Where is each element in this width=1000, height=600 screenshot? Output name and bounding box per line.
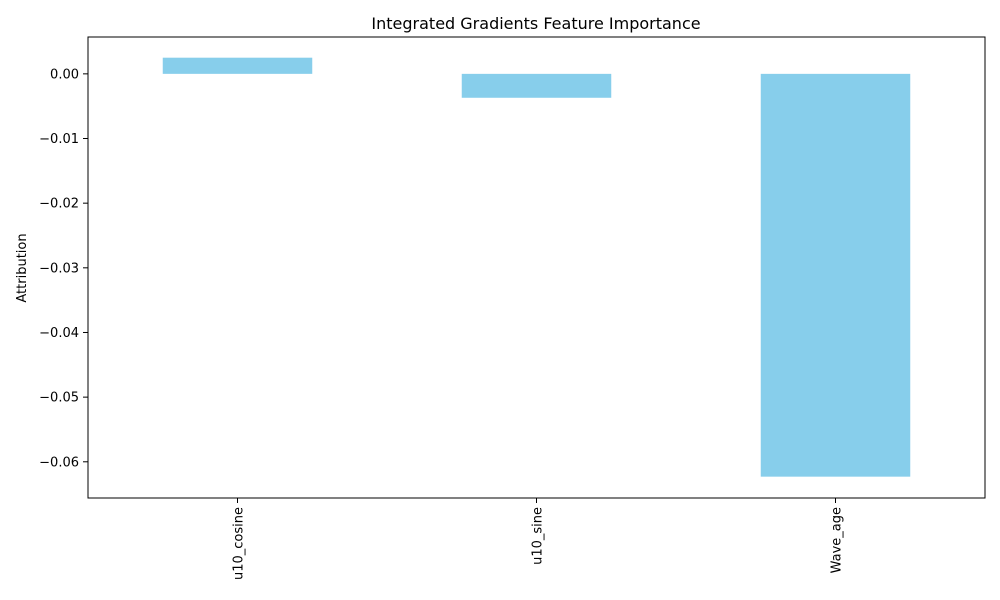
plot-frame (87, 36, 986, 499)
bar-u10_cosine (162, 57, 313, 74)
bar-Wave_age (760, 73, 911, 477)
y-axis-label: Attribution (15, 233, 30, 302)
y-tick-label: −0.01 (39, 132, 79, 147)
y-tick-label: −0.04 (39, 326, 79, 341)
y-tick-label: −0.03 (39, 261, 79, 276)
y-ticks-group: 0.00 −0.01 −0.02 −0.03 −0.04 −0.05 −0.06 (39, 67, 88, 470)
bar-u10_sine (461, 73, 612, 98)
x-ticks-group: u10_cosine u10_sine Wave_age (232, 498, 845, 580)
y-tick-label: 0.00 (50, 67, 79, 82)
chart-title: Integrated Gradients Feature Importance (371, 14, 700, 33)
y-tick-label: −0.06 (39, 455, 79, 470)
bars-group (162, 57, 911, 477)
x-tick-label: Wave_age (830, 507, 845, 573)
x-tick-label: u10_cosine (232, 507, 247, 580)
x-tick-label: u10_sine (531, 507, 546, 565)
y-tick-label: −0.02 (39, 197, 79, 212)
y-tick-label: −0.05 (39, 391, 79, 406)
